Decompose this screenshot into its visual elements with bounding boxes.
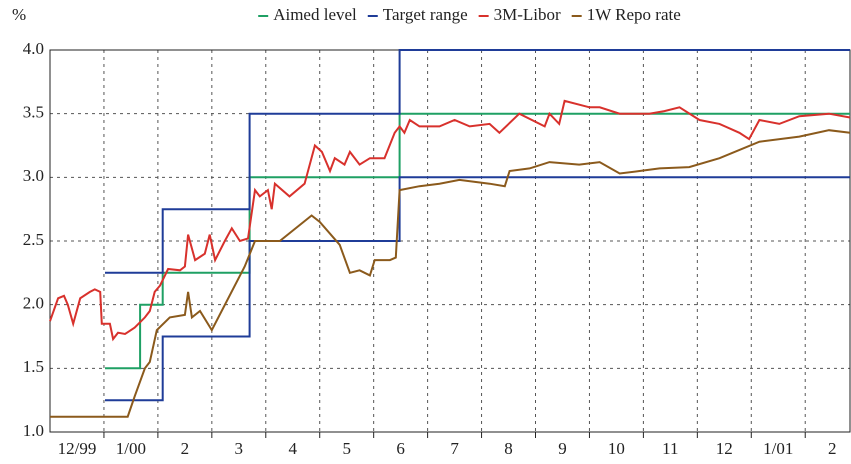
x-tick-label: 2 bbox=[181, 439, 190, 458]
y-tick-label: 1.0 bbox=[23, 421, 44, 440]
x-tick-label: 12/99 bbox=[58, 439, 97, 458]
series-line bbox=[105, 112, 850, 370]
x-tick-label: 12 bbox=[716, 439, 733, 458]
x-tick-label: 1/01 bbox=[763, 439, 793, 458]
y-tick-label: 4.0 bbox=[23, 39, 44, 58]
y-tick-label: 3.0 bbox=[23, 166, 44, 185]
x-tick-label: 3 bbox=[235, 439, 244, 458]
series-line bbox=[50, 129, 851, 418]
x-tick-label: 1/00 bbox=[116, 439, 146, 458]
x-tick-label: 4 bbox=[289, 439, 298, 458]
y-tick-label: 2.5 bbox=[23, 230, 44, 249]
legend-label: Aimed level bbox=[273, 5, 357, 24]
legend-label: 1W Repo rate bbox=[587, 5, 681, 24]
x-tick-label: 10 bbox=[608, 439, 625, 458]
series-line bbox=[105, 176, 850, 402]
x-tick-label: 11 bbox=[662, 439, 678, 458]
x-tick-label: 5 bbox=[342, 439, 351, 458]
y-tick-label: 2.0 bbox=[23, 294, 44, 313]
x-tick-label: 7 bbox=[450, 439, 459, 458]
legend-label: 3M-Libor bbox=[494, 5, 561, 24]
y-tick-label: 1.5 bbox=[23, 357, 44, 376]
series-line bbox=[49, 99, 851, 342]
legend-label: Target range bbox=[383, 5, 468, 24]
y-unit: % bbox=[12, 5, 26, 24]
y-tick-label: 3.5 bbox=[23, 103, 44, 122]
x-tick-label: 9 bbox=[558, 439, 567, 458]
x-tick-label: 8 bbox=[504, 439, 513, 458]
x-tick-label: 6 bbox=[396, 439, 405, 458]
x-tick-label: 2 bbox=[828, 439, 837, 458]
series-line bbox=[105, 49, 850, 274]
